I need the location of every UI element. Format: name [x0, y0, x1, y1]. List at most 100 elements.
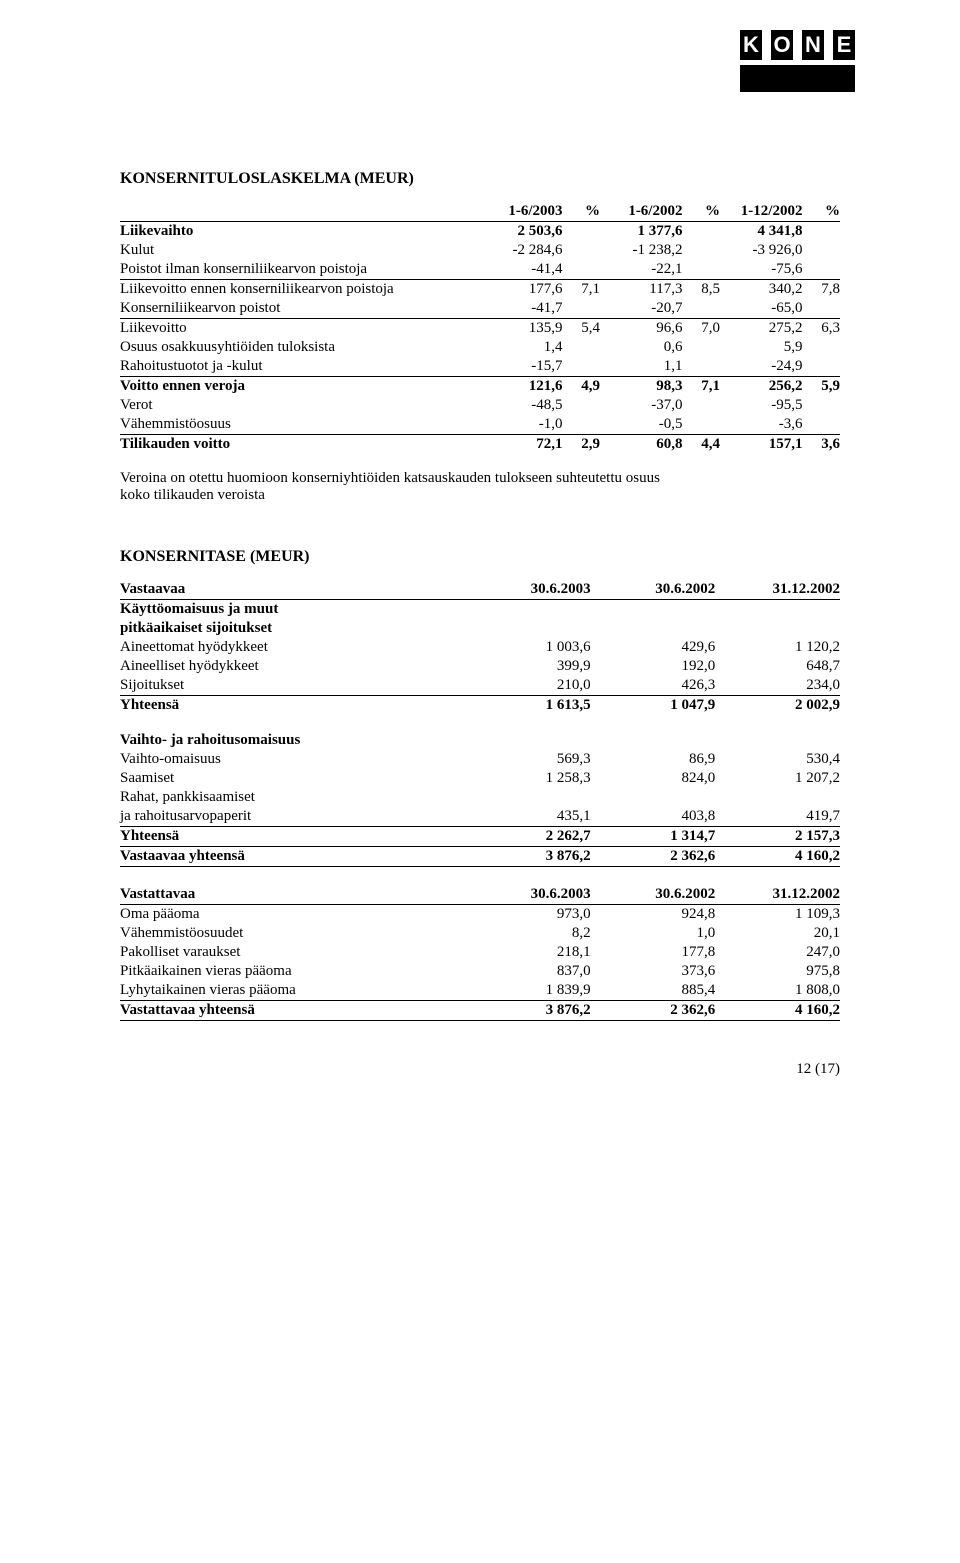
is-cell: 135,9	[480, 319, 562, 339]
bs-cell: 177,8	[591, 943, 716, 962]
is-cell: 5,9	[802, 377, 840, 397]
is-cell	[563, 338, 601, 357]
bs-group-heading: pitkäaikaiset sijoitukset	[120, 619, 840, 638]
balance-sheet-assets-table: Vastaavaa30.6.200330.6.200231.12.2002Käy…	[120, 580, 840, 867]
bs-cell: 419,7	[715, 807, 840, 827]
bs-cell: 569,3	[466, 750, 591, 769]
is-row: Rahoitustuotot ja -kulut-15,71,1-24,9	[120, 357, 840, 377]
bs-cell: 837,0	[466, 962, 591, 981]
is-cell: 8,5	[682, 280, 720, 300]
bs-group-heading: Vaihto- ja rahoitusomaisuus	[120, 731, 840, 750]
is-cell	[682, 338, 720, 357]
bs-subtotal: Yhteensä2 262,71 314,72 157,3	[120, 827, 840, 847]
bs-row: Aineelliset hyödykkeet399,9192,0648,7	[120, 657, 840, 676]
is-cell: 4 341,8	[720, 222, 802, 242]
is-cell: 7,1	[563, 280, 601, 300]
bs-cell: 4 160,2	[715, 847, 840, 867]
bs-cell: 1 120,2	[715, 638, 840, 657]
bs-cell: 435,1	[466, 807, 591, 827]
logo-kone: K O N E	[740, 30, 855, 92]
is-cell	[802, 222, 840, 242]
tax-note-line2: koko tilikauden veroista	[120, 487, 265, 503]
bs-cell: 210,0	[466, 676, 591, 696]
bs-cell: 20,1	[715, 924, 840, 943]
bs-cell: 1 314,7	[591, 827, 716, 847]
bs-row-label: Saamiset	[120, 769, 466, 788]
is-cell: -22,1	[600, 260, 682, 280]
bs-cell	[591, 600, 716, 620]
is-row-label: Verot	[120, 396, 480, 415]
bs-liab-header: Vastattavaa30.6.200330.6.200231.12.2002	[120, 885, 840, 905]
bs-grand-total: Vastattavaa yhteensä3 876,22 362,64 160,…	[120, 1001, 840, 1021]
bs-cell: 403,8	[591, 807, 716, 827]
is-header-col: %	[682, 202, 720, 222]
is-cell: 4,4	[682, 435, 720, 455]
bs-cell: 218,1	[466, 943, 591, 962]
bs-row-label: Oma pääoma	[120, 905, 466, 925]
bs-cell	[591, 731, 716, 750]
bs-cell: 1 109,3	[715, 905, 840, 925]
is-cell: -0,5	[600, 415, 682, 435]
is-cell: -41,7	[480, 299, 562, 319]
bs-subtotal: Yhteensä1 613,51 047,92 002,9	[120, 696, 840, 716]
balance-sheet-liabilities-table: Vastattavaa30.6.200330.6.200231.12.2002O…	[120, 885, 840, 1021]
bs-cell: 373,6	[591, 962, 716, 981]
bs-cell: 530,4	[715, 750, 840, 769]
bs-row-label: ja rahoitusarvopaperit	[120, 807, 466, 827]
is-cell: 72,1	[480, 435, 562, 455]
bs-cell: 824,0	[591, 769, 716, 788]
bs-row: Lyhytaikainen vieras pääoma1 839,9885,41…	[120, 981, 840, 1001]
is-header-row: 1-6/2003%1-6/2002%1-12/2002%	[120, 202, 840, 222]
is-row-label: Poistot ilman konserniliikearvon poistoj…	[120, 260, 480, 280]
bs-cell: 3 876,2	[466, 847, 591, 867]
bs-cell: 234,0	[715, 676, 840, 696]
is-header-col: %	[802, 202, 840, 222]
is-cell: -3 926,0	[720, 241, 802, 260]
bs-row-label: Vastattavaa	[120, 885, 466, 905]
is-header-col: 1-6/2003	[480, 202, 562, 222]
bs-cell: 1 839,9	[466, 981, 591, 1001]
bs-cell	[715, 731, 840, 750]
bs-row-label: Vastaavaa yhteensä	[120, 847, 466, 867]
is-cell	[682, 396, 720, 415]
bs-cell	[466, 731, 591, 750]
is-cell: -1 238,2	[600, 241, 682, 260]
is-cell: -37,0	[600, 396, 682, 415]
bs-row-label: Aineelliset hyödykkeet	[120, 657, 466, 676]
page-number: 12 (17)	[120, 1061, 840, 1078]
bs-cell: 1 003,6	[466, 638, 591, 657]
bs-row-label: Vaihto-omaisuus	[120, 750, 466, 769]
is-cell: -48,5	[480, 396, 562, 415]
is-cell	[563, 299, 601, 319]
bs-cell: 2 002,9	[715, 696, 840, 716]
bs-assets-header: Vastaavaa30.6.200330.6.200231.12.2002	[120, 580, 840, 600]
bs-cell: 30.6.2002	[591, 580, 716, 600]
bs-row-label: Lyhytaikainen vieras pääoma	[120, 981, 466, 1001]
bs-row: Sijoitukset210,0426,3234,0	[120, 676, 840, 696]
is-cell: 256,2	[720, 377, 802, 397]
is-cell	[802, 241, 840, 260]
is-cell: 6,3	[802, 319, 840, 339]
is-row-label: Kulut	[120, 241, 480, 260]
is-cell: 1 377,6	[600, 222, 682, 242]
is-cell: -1,0	[480, 415, 562, 435]
is-row-label: Konserniliikearvon poistot	[120, 299, 480, 319]
bs-cell	[466, 619, 591, 638]
is-cell: -2 284,6	[480, 241, 562, 260]
is-cell: 98,3	[600, 377, 682, 397]
bs-cell: 924,8	[591, 905, 716, 925]
is-row-label: Rahoitustuotot ja -kulut	[120, 357, 480, 377]
bs-cell: 2 157,3	[715, 827, 840, 847]
is-row: Konserniliikearvon poistot-41,7-20,7-65,…	[120, 299, 840, 319]
bs-cell: 3 876,2	[466, 1001, 591, 1021]
bs-cell: 30.6.2003	[466, 885, 591, 905]
is-cell	[682, 260, 720, 280]
is-header-col: 1-6/2002	[600, 202, 682, 222]
is-cell: 3,6	[802, 435, 840, 455]
bs-cell: 30.6.2002	[591, 885, 716, 905]
svg-text:E: E	[837, 32, 852, 57]
bs-cell: 247,0	[715, 943, 840, 962]
bs-row-label: Aineettomat hyödykkeet	[120, 638, 466, 657]
is-row: Verot-48,5-37,0-95,5	[120, 396, 840, 415]
is-cell	[802, 415, 840, 435]
